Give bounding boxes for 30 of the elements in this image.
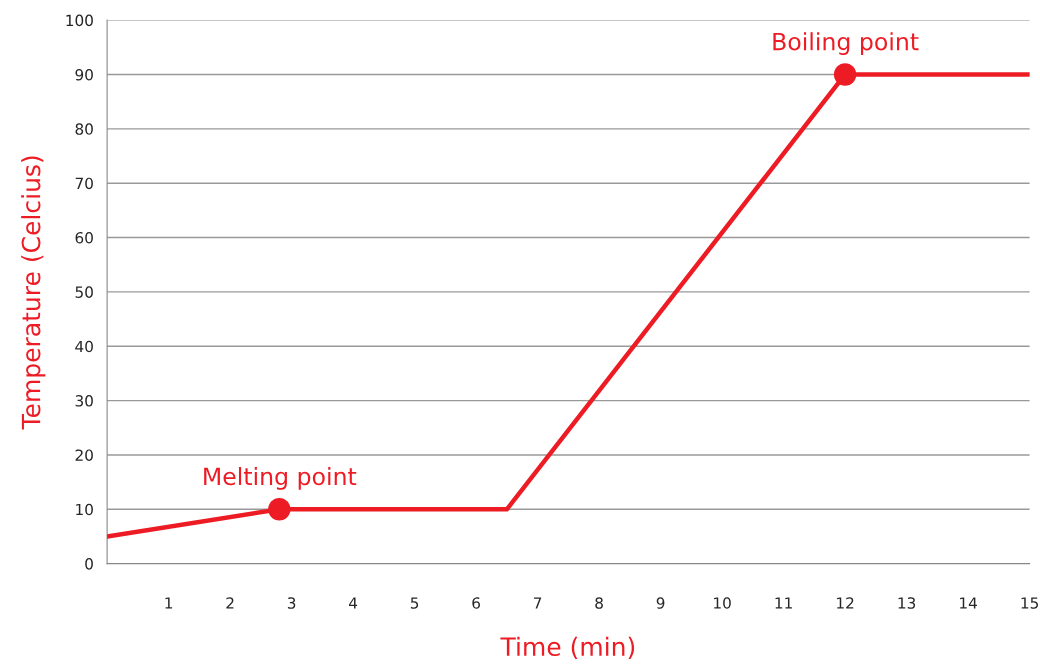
y-tick-label: 70	[75, 177, 93, 190]
y-tick-label: 0	[85, 558, 93, 570]
x-tick-label: 6	[472, 597, 481, 609]
y-tick-label: 50	[75, 286, 93, 298]
x-tick-label: 5	[410, 597, 419, 609]
x-tick-label: 1	[165, 597, 173, 609]
x-tick-label: 8	[595, 597, 603, 609]
x-tick-label: 2	[226, 597, 234, 609]
x-tick-label: 13	[898, 597, 916, 609]
x-tick-label: 12	[837, 597, 854, 609]
x-tick-label: 10	[714, 597, 731, 609]
y-tick-label: 100	[66, 14, 93, 27]
x-tick-label: 7	[534, 597, 542, 609]
y-tick-label: 10	[76, 503, 93, 516]
y-tick-label: 90	[75, 68, 93, 81]
x-axis-title: Time (min)	[500, 636, 635, 660]
x-tick-label: 14	[960, 597, 977, 609]
y-axis-title: Temperature (Celcius)	[21, 156, 46, 430]
y-tick-label: 30	[75, 395, 93, 407]
y-tick-label: 40	[75, 340, 93, 353]
y-tick-label: 60	[75, 232, 93, 244]
x-tick-label: 11	[775, 597, 792, 609]
x-tick-label: 3	[287, 597, 296, 609]
y-tick-label: 20	[75, 449, 93, 461]
x-tick-label: 9	[656, 597, 665, 609]
annotation: Melting point	[204, 466, 357, 490]
x-tick-label: 15	[1021, 597, 1038, 609]
y-tick-label: 80	[75, 123, 93, 135]
x-tick-label: 4	[349, 597, 358, 609]
annotation: Boiling point	[773, 32, 919, 56]
